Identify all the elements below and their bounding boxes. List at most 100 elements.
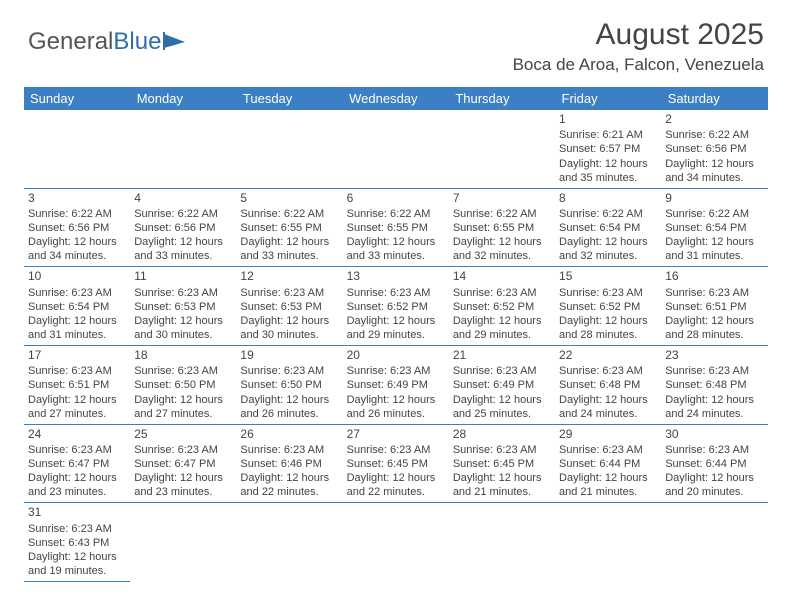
calendar-cell: 10Sunrise: 6:23 AMSunset: 6:54 PMDayligh…: [24, 267, 130, 346]
logo-text-general: General: [28, 28, 113, 56]
calendar-cell: 16Sunrise: 6:23 AMSunset: 6:51 PMDayligh…: [661, 267, 767, 346]
daylight-line: Daylight: 12 hours: [559, 393, 657, 407]
logo: GeneralBlue: [28, 28, 189, 56]
day-number: 9: [665, 191, 763, 206]
header: GeneralBlue August 2025 Boca de Aroa, Fa…: [0, 0, 792, 81]
daylight-line2: and 28 minutes.: [559, 328, 657, 342]
daylight-line2: and 21 minutes.: [453, 485, 551, 499]
sunrise-line: Sunrise: 6:23 AM: [134, 286, 232, 300]
calendar-cell: 17Sunrise: 6:23 AMSunset: 6:51 PMDayligh…: [24, 346, 130, 425]
daylight-line: Daylight: 12 hours: [28, 471, 126, 485]
day-number: 1: [559, 112, 657, 127]
daylight-line2: and 24 minutes.: [665, 407, 763, 421]
calendar-cell: 18Sunrise: 6:23 AMSunset: 6:50 PMDayligh…: [130, 346, 236, 425]
calendar-cell-empty: [343, 110, 449, 188]
day-number: 18: [134, 348, 232, 363]
sunrise-line: Sunrise: 6:23 AM: [240, 364, 338, 378]
sunrise-line: Sunrise: 6:22 AM: [134, 207, 232, 221]
sunset-line: Sunset: 6:56 PM: [665, 142, 763, 156]
title-block: August 2025 Boca de Aroa, Falcon, Venezu…: [513, 18, 764, 75]
calendar-table: SundayMondayTuesdayWednesdayThursdayFrid…: [24, 87, 768, 582]
sunset-line: Sunset: 6:43 PM: [28, 536, 126, 550]
calendar-cell: 23Sunrise: 6:23 AMSunset: 6:48 PMDayligh…: [661, 346, 767, 425]
sunset-line: Sunset: 6:49 PM: [347, 378, 445, 392]
day-number: 11: [134, 269, 232, 284]
sunrise-line: Sunrise: 6:22 AM: [28, 207, 126, 221]
daylight-line: Daylight: 12 hours: [453, 393, 551, 407]
sunset-line: Sunset: 6:54 PM: [559, 221, 657, 235]
daylight-line: Daylight: 12 hours: [665, 157, 763, 171]
daylight-line: Daylight: 12 hours: [347, 471, 445, 485]
calendar-cell-empty: [130, 110, 236, 188]
calendar-row: 24Sunrise: 6:23 AMSunset: 6:47 PMDayligh…: [24, 424, 768, 503]
daylight-line2: and 31 minutes.: [28, 328, 126, 342]
sunrise-line: Sunrise: 6:23 AM: [134, 443, 232, 457]
day-number: 15: [559, 269, 657, 284]
calendar-cell: 25Sunrise: 6:23 AMSunset: 6:47 PMDayligh…: [130, 424, 236, 503]
calendar-cell-empty: [130, 503, 236, 582]
day-number: 2: [665, 112, 763, 127]
sunset-line: Sunset: 6:52 PM: [559, 300, 657, 314]
day-number: 29: [559, 427, 657, 442]
day-number: 17: [28, 348, 126, 363]
calendar-cell: 22Sunrise: 6:23 AMSunset: 6:48 PMDayligh…: [555, 346, 661, 425]
day-number: 20: [347, 348, 445, 363]
calendar-cell: 4Sunrise: 6:22 AMSunset: 6:56 PMDaylight…: [130, 188, 236, 267]
calendar-row: 1Sunrise: 6:21 AMSunset: 6:57 PMDaylight…: [24, 110, 768, 188]
sunrise-line: Sunrise: 6:23 AM: [240, 443, 338, 457]
sunset-line: Sunset: 6:49 PM: [453, 378, 551, 392]
daylight-line: Daylight: 12 hours: [453, 314, 551, 328]
sunrise-line: Sunrise: 6:22 AM: [559, 207, 657, 221]
flag-icon: [163, 32, 189, 50]
sunrise-line: Sunrise: 6:22 AM: [665, 207, 763, 221]
sunset-line: Sunset: 6:44 PM: [665, 457, 763, 471]
sunrise-line: Sunrise: 6:23 AM: [559, 286, 657, 300]
calendar-cell: 11Sunrise: 6:23 AMSunset: 6:53 PMDayligh…: [130, 267, 236, 346]
day-header: Monday: [130, 87, 236, 110]
sunset-line: Sunset: 6:50 PM: [240, 378, 338, 392]
calendar-body: 1Sunrise: 6:21 AMSunset: 6:57 PMDaylight…: [24, 110, 768, 582]
calendar-cell: 28Sunrise: 6:23 AMSunset: 6:45 PMDayligh…: [449, 424, 555, 503]
daylight-line2: and 32 minutes.: [453, 249, 551, 263]
sunrise-line: Sunrise: 6:23 AM: [453, 364, 551, 378]
daylight-line2: and 33 minutes.: [240, 249, 338, 263]
daylight-line: Daylight: 12 hours: [134, 393, 232, 407]
daylight-line: Daylight: 12 hours: [347, 393, 445, 407]
calendar-cell: 3Sunrise: 6:22 AMSunset: 6:56 PMDaylight…: [24, 188, 130, 267]
calendar-row: 31Sunrise: 6:23 AMSunset: 6:43 PMDayligh…: [24, 503, 768, 582]
sunset-line: Sunset: 6:57 PM: [559, 142, 657, 156]
sunrise-line: Sunrise: 6:23 AM: [347, 443, 445, 457]
sunrise-line: Sunrise: 6:23 AM: [28, 522, 126, 536]
day-header: Thursday: [449, 87, 555, 110]
day-number: 21: [453, 348, 551, 363]
sunset-line: Sunset: 6:55 PM: [240, 221, 338, 235]
daylight-line: Daylight: 12 hours: [134, 235, 232, 249]
sunrise-line: Sunrise: 6:23 AM: [453, 286, 551, 300]
day-number: 23: [665, 348, 763, 363]
day-number: 31: [28, 505, 126, 520]
sunset-line: Sunset: 6:50 PM: [134, 378, 232, 392]
daylight-line: Daylight: 12 hours: [28, 235, 126, 249]
daylight-line2: and 33 minutes.: [347, 249, 445, 263]
sunrise-line: Sunrise: 6:22 AM: [453, 207, 551, 221]
sunrise-line: Sunrise: 6:23 AM: [559, 364, 657, 378]
sunset-line: Sunset: 6:45 PM: [453, 457, 551, 471]
day-header: Friday: [555, 87, 661, 110]
calendar-cell: 13Sunrise: 6:23 AMSunset: 6:52 PMDayligh…: [343, 267, 449, 346]
daylight-line2: and 29 minutes.: [453, 328, 551, 342]
calendar-cell: 21Sunrise: 6:23 AMSunset: 6:49 PMDayligh…: [449, 346, 555, 425]
day-number: 7: [453, 191, 551, 206]
daylight-line: Daylight: 12 hours: [559, 314, 657, 328]
calendar-cell: 12Sunrise: 6:23 AMSunset: 6:53 PMDayligh…: [236, 267, 342, 346]
daylight-line2: and 26 minutes.: [240, 407, 338, 421]
sunrise-line: Sunrise: 6:23 AM: [28, 364, 126, 378]
daylight-line2: and 25 minutes.: [453, 407, 551, 421]
sunset-line: Sunset: 6:52 PM: [453, 300, 551, 314]
sunrise-line: Sunrise: 6:23 AM: [347, 364, 445, 378]
sunset-line: Sunset: 6:44 PM: [559, 457, 657, 471]
day-number: 8: [559, 191, 657, 206]
sunset-line: Sunset: 6:48 PM: [559, 378, 657, 392]
day-number: 28: [453, 427, 551, 442]
calendar-cell: 8Sunrise: 6:22 AMSunset: 6:54 PMDaylight…: [555, 188, 661, 267]
daylight-line2: and 28 minutes.: [665, 328, 763, 342]
